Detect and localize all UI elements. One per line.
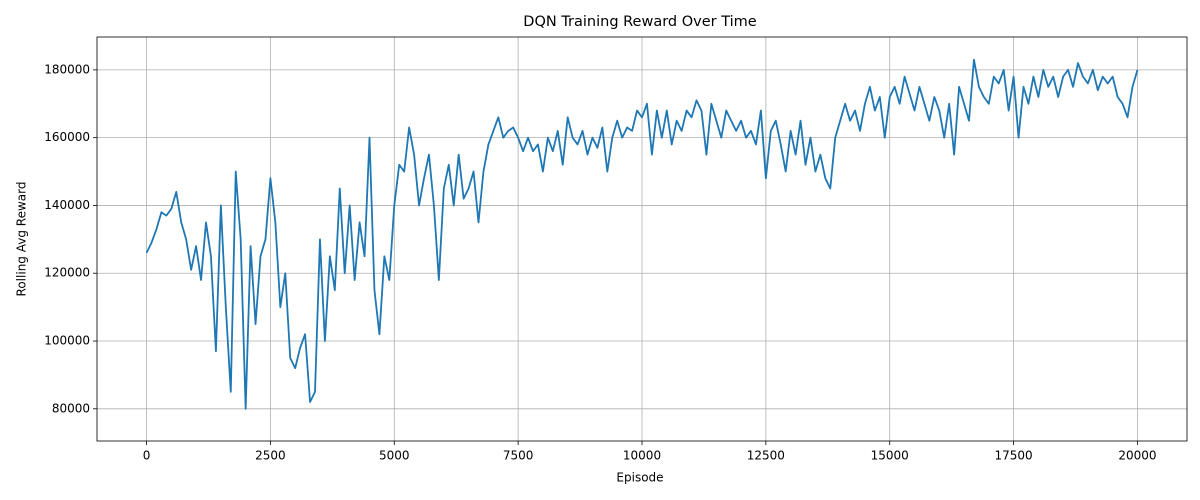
x-tick-label: 7500 (503, 449, 534, 463)
y-tick-label: 180000 (44, 62, 90, 76)
series-line (145, 58, 1139, 410)
x-tick-label: 17500 (994, 449, 1032, 463)
y-tick-label: 160000 (44, 130, 90, 144)
x-tick-label: 20000 (1118, 449, 1156, 463)
plot-frame (96, 36, 1188, 442)
y-axis-label: Rolling Avg Reward (15, 182, 29, 297)
x-tick-label: 2500 (255, 449, 286, 463)
y-tick-label: 80000 (52, 401, 90, 415)
x-tick-label: 12500 (747, 449, 785, 463)
x-tick-label: 5000 (379, 449, 410, 463)
x-axis-label: Episode (616, 471, 663, 485)
chart-title: DQN Training Reward Over Time (523, 14, 757, 30)
y-tick-label: 140000 (44, 198, 90, 212)
y-tick-label: 120000 (44, 266, 90, 280)
x-tick-label: 10000 (623, 449, 661, 463)
y-tick-label: 100000 (44, 334, 90, 348)
x-tick-label: 15000 (871, 449, 909, 463)
x-tick-label: 0 (143, 449, 151, 463)
